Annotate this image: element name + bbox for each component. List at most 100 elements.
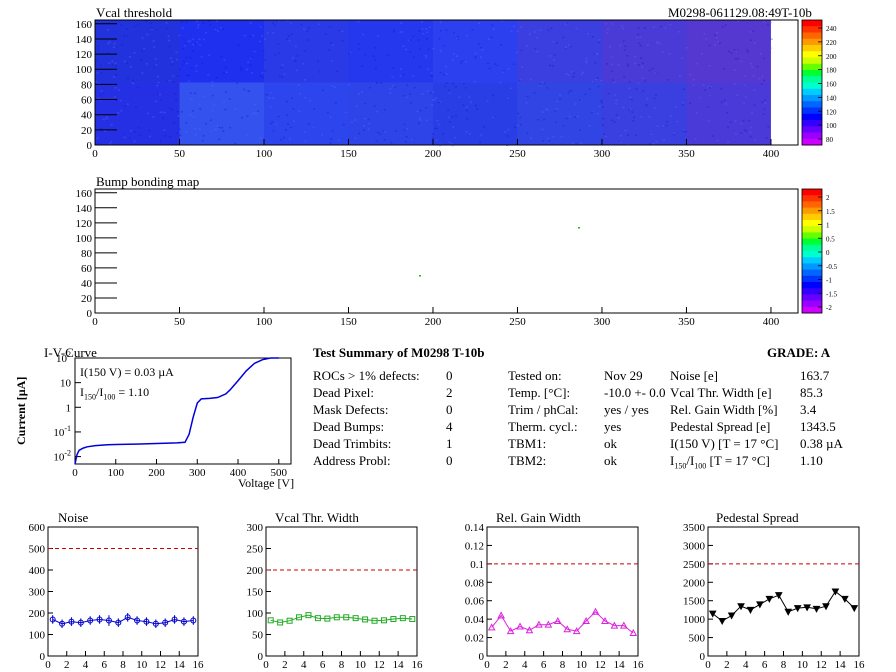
summary-ratio-part: 100 <box>694 461 707 471</box>
map-pixel <box>641 62 644 65</box>
map-pixel <box>112 76 115 78</box>
map-pixel <box>750 126 753 129</box>
map-pixel <box>318 23 321 25</box>
plot-xtick-label: 0 <box>484 659 490 671</box>
plot-ytick-label: 500 <box>689 633 706 645</box>
map-pixel <box>159 111 162 114</box>
map-pixel <box>140 50 143 52</box>
map-pixel <box>123 60 126 63</box>
map-pixel <box>668 53 671 55</box>
map-pixel <box>126 62 129 64</box>
map-pixel <box>210 130 213 133</box>
plot-xtick-label: 8 <box>339 659 345 671</box>
map-pixel <box>222 72 225 74</box>
map-pixel <box>184 42 187 45</box>
map-pixel <box>721 26 724 28</box>
map-pixel <box>321 89 324 92</box>
map-pixel <box>613 94 616 96</box>
map-pixel <box>451 116 454 118</box>
map-pixel <box>156 93 159 95</box>
map-pixel <box>607 92 610 95</box>
summary-mid-label: Therm. cycl.: <box>508 419 578 434</box>
map-pixel <box>211 81 214 83</box>
map-pixel <box>307 123 310 126</box>
map-xtick-label: 250 <box>509 316 526 328</box>
map-pixel <box>520 49 523 52</box>
map-pixel <box>249 64 252 66</box>
map-pixel <box>500 20 503 22</box>
map-pixel <box>154 58 157 60</box>
map-pixel <box>628 109 631 111</box>
map-pixel <box>324 33 327 35</box>
map-pixel <box>357 93 360 95</box>
map-pixel <box>151 28 154 31</box>
plot-xtick-label: 4 <box>743 659 749 671</box>
map-pixel <box>700 53 703 55</box>
map-pixel <box>376 110 379 113</box>
data-point <box>812 605 821 613</box>
map-pixel <box>424 54 427 57</box>
map-pixel <box>628 87 631 90</box>
map-pixel <box>479 56 482 58</box>
map-pixel <box>377 35 380 37</box>
iv-xtick-label: 400 <box>230 467 247 479</box>
colorbar-segment <box>802 238 822 246</box>
map-pixel <box>245 133 248 136</box>
iv-xtick-label: 100 <box>108 467 125 479</box>
map-pixel <box>141 37 144 39</box>
map-pixel <box>293 60 296 62</box>
map-pixel <box>295 69 298 72</box>
map-pixel <box>528 33 531 35</box>
map-pixel <box>584 59 587 62</box>
map-pixel <box>694 138 697 140</box>
plot-xtick-label: 2 <box>503 659 509 671</box>
map-pixel <box>742 120 745 122</box>
plot-ytick-label: 3500 <box>683 522 706 534</box>
map-pixel <box>220 55 223 58</box>
map-pixel <box>626 54 629 57</box>
summary-right-value: 3.4 <box>800 402 817 417</box>
data-point <box>68 618 75 625</box>
map-pixel <box>588 88 591 90</box>
map-pixel <box>155 100 158 103</box>
map-pixel <box>513 25 516 28</box>
map-pixel <box>428 26 431 29</box>
plot-ytick-label: 0 <box>700 651 706 663</box>
map-pixel <box>692 78 695 81</box>
iv-frame <box>74 357 292 465</box>
map-pixel <box>419 66 422 68</box>
map-pixel <box>304 140 307 143</box>
map-pixel <box>565 117 568 120</box>
map-pixel <box>623 76 626 78</box>
map-pixel <box>267 96 270 99</box>
map-pixel <box>328 48 331 51</box>
map-ytick-label: 80 <box>81 248 93 260</box>
map-ytick-label: 140 <box>76 203 93 215</box>
map-pixel <box>248 90 251 93</box>
map-pixel <box>713 34 716 37</box>
map-pixel <box>637 33 640 36</box>
map-pixel <box>516 30 519 33</box>
map-pixel <box>216 30 219 32</box>
map-pixel <box>518 79 521 82</box>
map-pixel <box>543 118 546 121</box>
map-pixel <box>643 27 646 29</box>
iv-ytick-label: 10 <box>60 378 72 390</box>
map-pixel <box>559 98 562 101</box>
map-pixel <box>425 56 428 59</box>
map-frame <box>94 19 799 146</box>
map-pixel <box>97 48 100 50</box>
map-pixel <box>285 128 288 131</box>
map-pixel <box>762 113 765 115</box>
map-pixel <box>171 61 174 63</box>
data-point <box>746 606 755 614</box>
map-pixel <box>202 135 205 137</box>
map-pixel <box>496 64 499 67</box>
colorbar-segment <box>802 126 822 133</box>
map-pixel <box>192 38 195 40</box>
data-point <box>708 610 717 618</box>
map-pixel <box>648 69 651 72</box>
map-pixel <box>629 108 632 110</box>
map-pixel <box>439 29 442 32</box>
map-pixel <box>215 77 218 79</box>
